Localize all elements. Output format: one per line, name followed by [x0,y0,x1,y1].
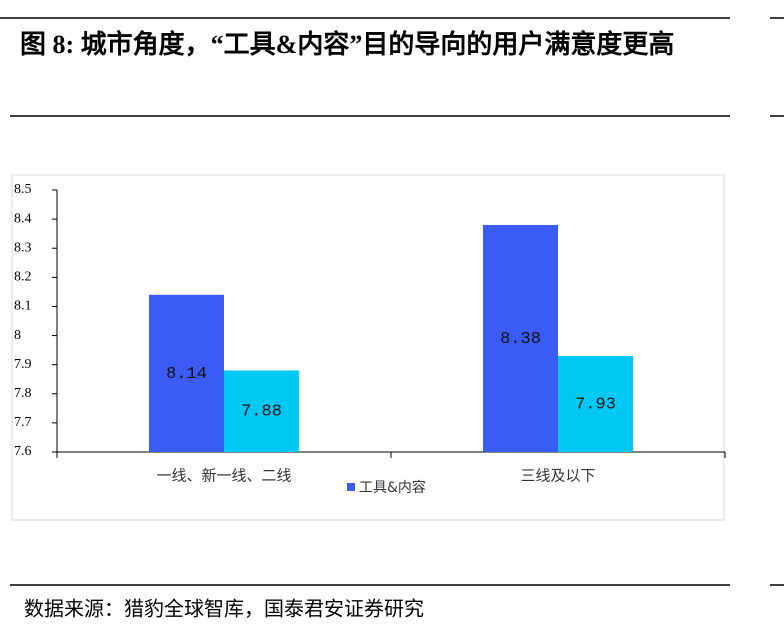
x-tick-label: 一线、新一线、二线 [156,467,291,485]
y-tick-label: 8.4 [14,211,32,226]
legend-swatch [347,483,355,491]
bar [483,224,558,452]
y-tick-label: 8.5 [14,182,32,197]
bar [149,294,224,452]
y-tick-label: 8.2 [14,270,32,285]
y-tick-label: 7.7 [14,415,32,430]
value-label: 7.88 [241,403,282,422]
y-tick-label: 7.9 [14,357,32,372]
x-tick-label: 三线及以下 [520,467,595,485]
value-label: 7.93 [575,395,616,414]
y-tick-label: 7.6 [14,444,32,459]
value-label: 8.38 [500,330,541,349]
bar [558,355,633,452]
source: 数据来源：猎豹全球智库，国泰君安证券研究 [24,598,424,621]
legend-label: 工具&内容 [359,479,426,496]
y-tick-label: 8 [14,328,21,343]
y-tick-label: 7.8 [14,386,32,401]
title-box: 图 8: 城市角度，“工具&内容”目的导向的用户满意度更高 [20,30,675,59]
value-label: 8.14 [166,365,207,384]
bar [224,370,299,452]
chart-frame [11,174,725,521]
y-tick-label: 8.1 [14,299,32,314]
y-tick-label: 8.3 [14,240,32,255]
figure-title: 图 8: 城市角度，“工具&内容”目的导向的用户满意度更高 [20,30,675,59]
